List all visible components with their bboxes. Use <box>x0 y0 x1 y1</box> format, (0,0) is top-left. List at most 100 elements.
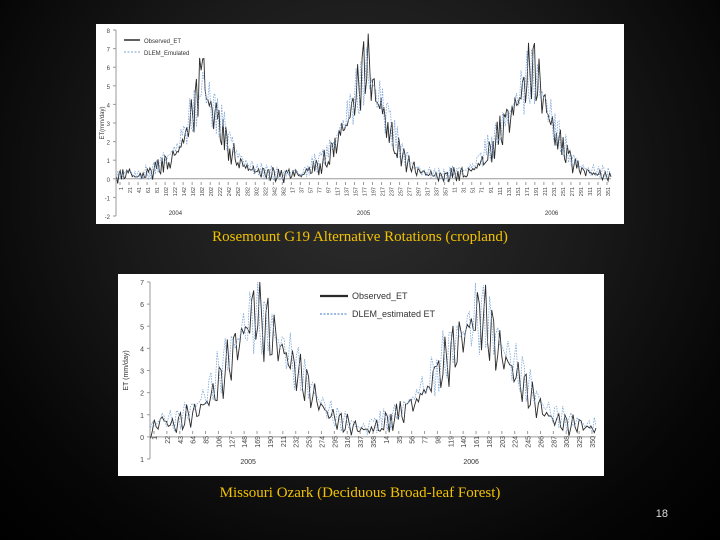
y-tick-label: 1 <box>140 457 144 464</box>
x-tick-label: 182 <box>200 187 206 196</box>
x-tick-label: 190 <box>268 436 275 448</box>
x-tick-label: 64 <box>191 436 198 444</box>
x-tick-label: 329 <box>577 436 584 448</box>
year-label: 2004 <box>169 211 183 217</box>
x-tick-label: 22 <box>165 436 172 444</box>
x-tick-label: 51 <box>471 187 477 193</box>
x-tick-label: 308 <box>564 436 571 448</box>
x-tick-label: 191 <box>534 187 540 196</box>
x-tick-label: 137 <box>344 187 350 196</box>
x-tick-label: 295 <box>332 436 339 448</box>
x-tick-label: 151 <box>516 187 522 196</box>
x-tick-label: 162 <box>191 187 197 196</box>
y-tick-label: 6 <box>107 66 111 72</box>
y-tick-label: 1 <box>107 159 111 165</box>
x-tick-label: 266 <box>538 436 545 448</box>
x-tick-label: 169 <box>255 436 262 448</box>
x-tick-label: 317 <box>426 187 432 196</box>
x-tick-label: 331 <box>597 187 603 196</box>
y-tick-label: 5 <box>140 324 144 331</box>
y-tick-label: 3 <box>140 369 144 376</box>
y-tick-label: -1 <box>105 196 111 202</box>
legend-label: DLEM_Emulated <box>144 51 189 57</box>
x-tick-label: 1 <box>119 187 125 190</box>
y-tick-label: 7 <box>140 280 144 287</box>
x-tick-label: 148 <box>242 436 249 448</box>
x-tick-label: 106 <box>216 436 223 448</box>
x-tick-label: 257 <box>399 187 405 196</box>
x-tick-label: 357 <box>444 187 450 196</box>
x-tick-label: 197 <box>372 187 378 196</box>
year-label: 2006 <box>545 211 559 217</box>
x-tick-label: 91 <box>489 187 495 193</box>
x-tick-label: 37 <box>299 187 305 193</box>
x-tick-label: 242 <box>227 187 233 196</box>
x-tick-label: 232 <box>294 436 301 448</box>
y-tick-label: -2 <box>105 215 111 221</box>
y-tick-label: 1 <box>140 413 144 420</box>
y-axis-label: ET (mm/day) <box>123 350 130 390</box>
x-tick-label: 11 <box>453 187 459 193</box>
x-tick-label: 251 <box>561 187 567 196</box>
y-tick-label: 4 <box>140 346 144 353</box>
dlem-et-line <box>116 47 612 183</box>
x-tick-label: 17 <box>290 187 296 193</box>
legend-label: Observed_ET <box>144 39 181 45</box>
y-tick-label: 0 <box>107 178 111 184</box>
x-tick-label: 274 <box>319 436 326 448</box>
x-tick-label: 211 <box>543 187 549 196</box>
x-tick-label: 131 <box>507 187 513 196</box>
x-tick-label: 203 <box>500 436 507 448</box>
observed-et-line <box>150 281 597 439</box>
y-tick-label: 2 <box>140 391 144 398</box>
x-tick-label: 177 <box>363 187 369 196</box>
y-axis-label: ET(mm/day) <box>100 106 106 139</box>
x-tick-label: 41 <box>137 187 143 193</box>
x-tick-label: 35 <box>397 436 404 444</box>
x-tick-label: 182 <box>487 436 494 448</box>
x-tick-label: 362 <box>281 187 287 196</box>
dlem-et-line <box>150 281 597 436</box>
x-tick-label: 77 <box>317 187 323 193</box>
x-tick-label: 117 <box>335 187 341 196</box>
x-tick-label: 14 <box>384 436 391 444</box>
x-tick-label: 271 <box>570 187 576 196</box>
x-tick-label: 311 <box>588 187 594 196</box>
x-tick-label: 237 <box>390 187 396 196</box>
x-tick-label: 56 <box>410 436 417 444</box>
x-tick-label: 81 <box>155 187 161 193</box>
x-tick-label: 222 <box>218 187 224 196</box>
y-tick-label: 4 <box>107 103 111 109</box>
x-tick-label: 97 <box>326 187 332 193</box>
x-tick-label: 1 <box>152 436 159 440</box>
x-tick-label: 337 <box>435 187 441 196</box>
x-tick-label: 277 <box>408 187 414 196</box>
slide-number: 18 <box>655 508 668 520</box>
x-tick-label: 322 <box>263 187 269 196</box>
x-tick-label: 98 <box>435 436 442 444</box>
year-label: 2006 <box>463 459 479 466</box>
x-tick-label: 71 <box>480 187 486 193</box>
x-tick-label: 119 <box>448 436 455 447</box>
x-tick-label: 171 <box>525 187 531 196</box>
x-tick-label: 297 <box>417 187 423 196</box>
caption-missouri: Missouri Ozark (Deciduous Broad-leaf For… <box>219 485 501 501</box>
x-tick-label: 111 <box>498 187 504 195</box>
chart-panel-missouri: 1 0 1 2 3 4 5 6 7 ET (mm/day) 1 22 43 64 85 106 127 148 16… <box>118 274 604 476</box>
x-tick-label: 217 <box>381 187 387 196</box>
x-tick-label: 282 <box>245 187 251 196</box>
x-tick-label: 291 <box>579 187 585 196</box>
x-tick-label: 287 <box>551 436 558 448</box>
y-tick-label: 3 <box>107 122 111 128</box>
x-tick-label: 245 <box>526 436 533 448</box>
chart-panel-rosemount: -2 -1 0 1 2 3 4 5 6 7 8 ET(mm/day) 1 21 41 61 81 102 122 14… <box>96 24 624 224</box>
x-tick-label: 161 <box>474 436 481 448</box>
x-tick-label: 302 <box>254 187 260 196</box>
x-tick-label: 358 <box>371 436 378 448</box>
x-tick-label: 31 <box>462 187 468 193</box>
x-tick-label: 57 <box>308 187 314 193</box>
x-tick-label: 43 <box>178 436 185 444</box>
y-tick-label: 0 <box>140 435 144 442</box>
x-tick-label: 316 <box>345 436 352 448</box>
year-label: 2005 <box>240 459 256 466</box>
